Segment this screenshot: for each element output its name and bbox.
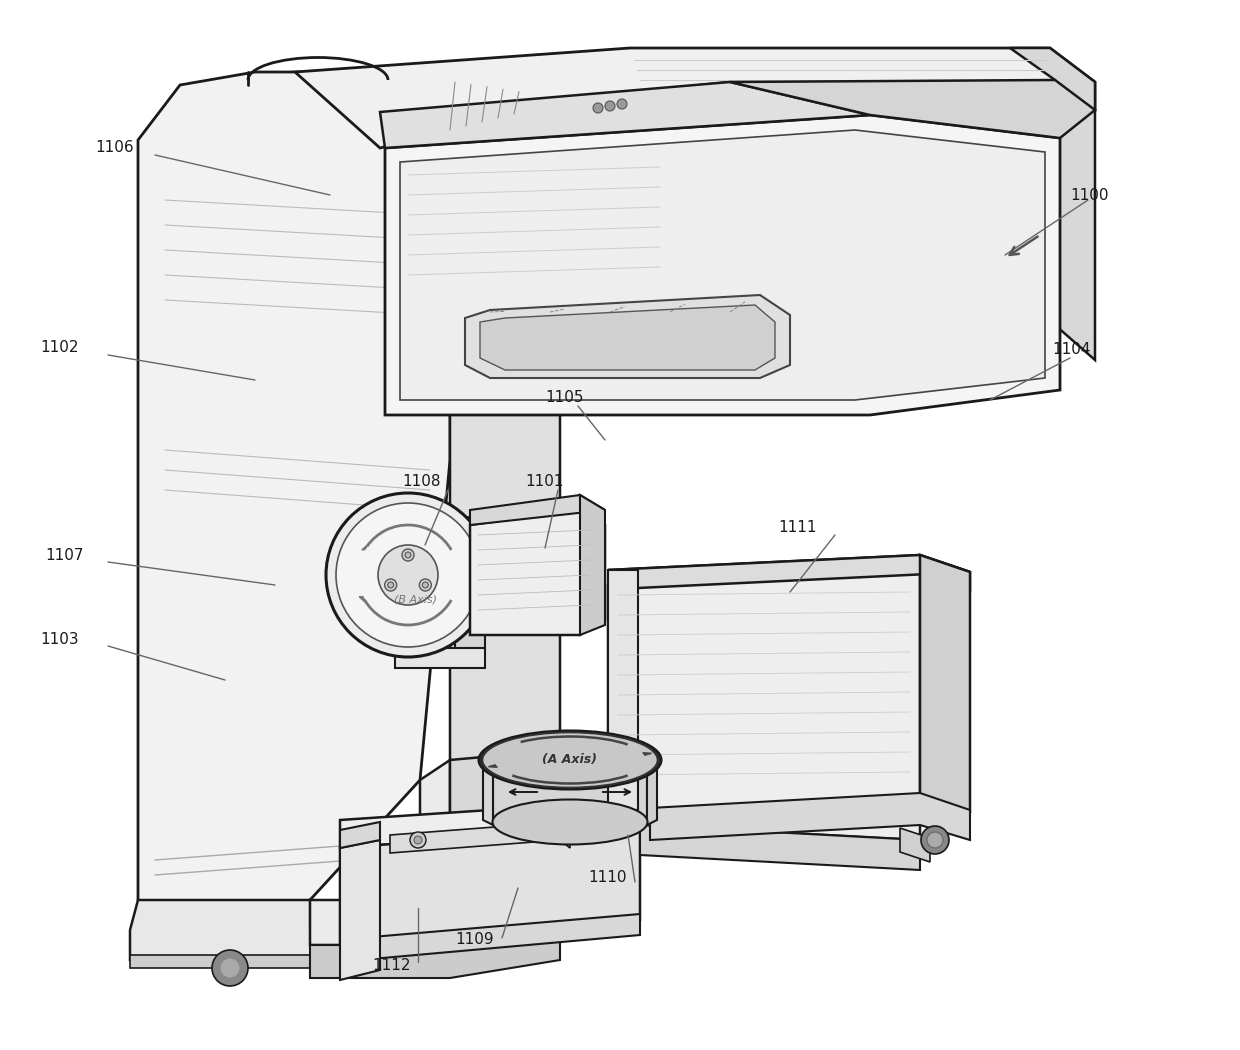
Text: 1111: 1111 xyxy=(779,521,817,536)
Polygon shape xyxy=(470,510,605,635)
Polygon shape xyxy=(410,514,480,540)
Circle shape xyxy=(405,552,410,558)
Polygon shape xyxy=(730,80,1095,138)
Text: 1112: 1112 xyxy=(373,958,412,972)
Text: 1104: 1104 xyxy=(1053,342,1091,357)
Polygon shape xyxy=(920,555,970,812)
Circle shape xyxy=(423,582,428,588)
Polygon shape xyxy=(310,900,340,960)
Polygon shape xyxy=(391,822,570,853)
Circle shape xyxy=(414,836,422,844)
Polygon shape xyxy=(608,555,970,588)
Polygon shape xyxy=(465,295,790,378)
Polygon shape xyxy=(362,543,370,550)
Ellipse shape xyxy=(492,799,647,844)
Circle shape xyxy=(419,579,432,591)
Polygon shape xyxy=(384,116,1060,415)
Text: 1103: 1103 xyxy=(41,632,79,648)
Text: 1110: 1110 xyxy=(589,870,627,885)
Polygon shape xyxy=(900,828,930,862)
Text: 1109: 1109 xyxy=(455,932,495,947)
Polygon shape xyxy=(470,495,605,525)
Polygon shape xyxy=(484,760,494,825)
Polygon shape xyxy=(650,793,970,840)
Polygon shape xyxy=(355,830,480,850)
Polygon shape xyxy=(480,304,775,370)
Polygon shape xyxy=(391,72,560,780)
Polygon shape xyxy=(310,930,560,978)
Text: 1106: 1106 xyxy=(95,141,134,155)
Polygon shape xyxy=(489,764,497,768)
Polygon shape xyxy=(340,822,379,848)
Polygon shape xyxy=(608,570,920,810)
Polygon shape xyxy=(401,130,1045,400)
Polygon shape xyxy=(340,800,920,848)
Text: 1107: 1107 xyxy=(46,547,84,563)
Polygon shape xyxy=(647,760,657,825)
Circle shape xyxy=(336,503,480,647)
Text: (A Axis): (A Axis) xyxy=(543,754,598,766)
Polygon shape xyxy=(396,514,415,658)
Circle shape xyxy=(378,545,438,605)
Circle shape xyxy=(618,99,627,109)
Polygon shape xyxy=(455,514,485,650)
Text: 1108: 1108 xyxy=(403,475,441,489)
Circle shape xyxy=(402,549,414,561)
Polygon shape xyxy=(580,495,605,635)
Circle shape xyxy=(921,826,949,854)
Polygon shape xyxy=(340,840,379,980)
Polygon shape xyxy=(608,555,970,590)
Polygon shape xyxy=(494,765,647,825)
Circle shape xyxy=(388,582,393,588)
Polygon shape xyxy=(396,648,485,668)
Text: 1105: 1105 xyxy=(546,391,584,405)
Circle shape xyxy=(410,832,427,848)
Polygon shape xyxy=(360,914,640,960)
Polygon shape xyxy=(130,956,340,968)
Text: 1102: 1102 xyxy=(41,340,79,356)
Circle shape xyxy=(219,958,241,978)
Circle shape xyxy=(593,103,603,113)
Text: 1100: 1100 xyxy=(1071,188,1110,203)
Polygon shape xyxy=(608,570,639,810)
Ellipse shape xyxy=(479,731,661,790)
Polygon shape xyxy=(379,82,870,148)
Text: (B Axis): (B Axis) xyxy=(394,595,438,605)
Polygon shape xyxy=(310,760,450,945)
Polygon shape xyxy=(450,750,560,945)
Polygon shape xyxy=(1011,48,1095,360)
Circle shape xyxy=(326,494,490,657)
Polygon shape xyxy=(355,840,450,910)
Circle shape xyxy=(928,832,942,848)
Ellipse shape xyxy=(482,733,657,788)
Polygon shape xyxy=(360,596,367,604)
Polygon shape xyxy=(640,825,920,870)
Polygon shape xyxy=(340,825,640,945)
Circle shape xyxy=(212,950,248,986)
Polygon shape xyxy=(295,48,1095,148)
Text: 1101: 1101 xyxy=(526,475,564,489)
Polygon shape xyxy=(130,900,340,960)
Polygon shape xyxy=(138,72,450,930)
Circle shape xyxy=(605,101,615,111)
Polygon shape xyxy=(642,753,652,755)
Circle shape xyxy=(384,579,397,591)
